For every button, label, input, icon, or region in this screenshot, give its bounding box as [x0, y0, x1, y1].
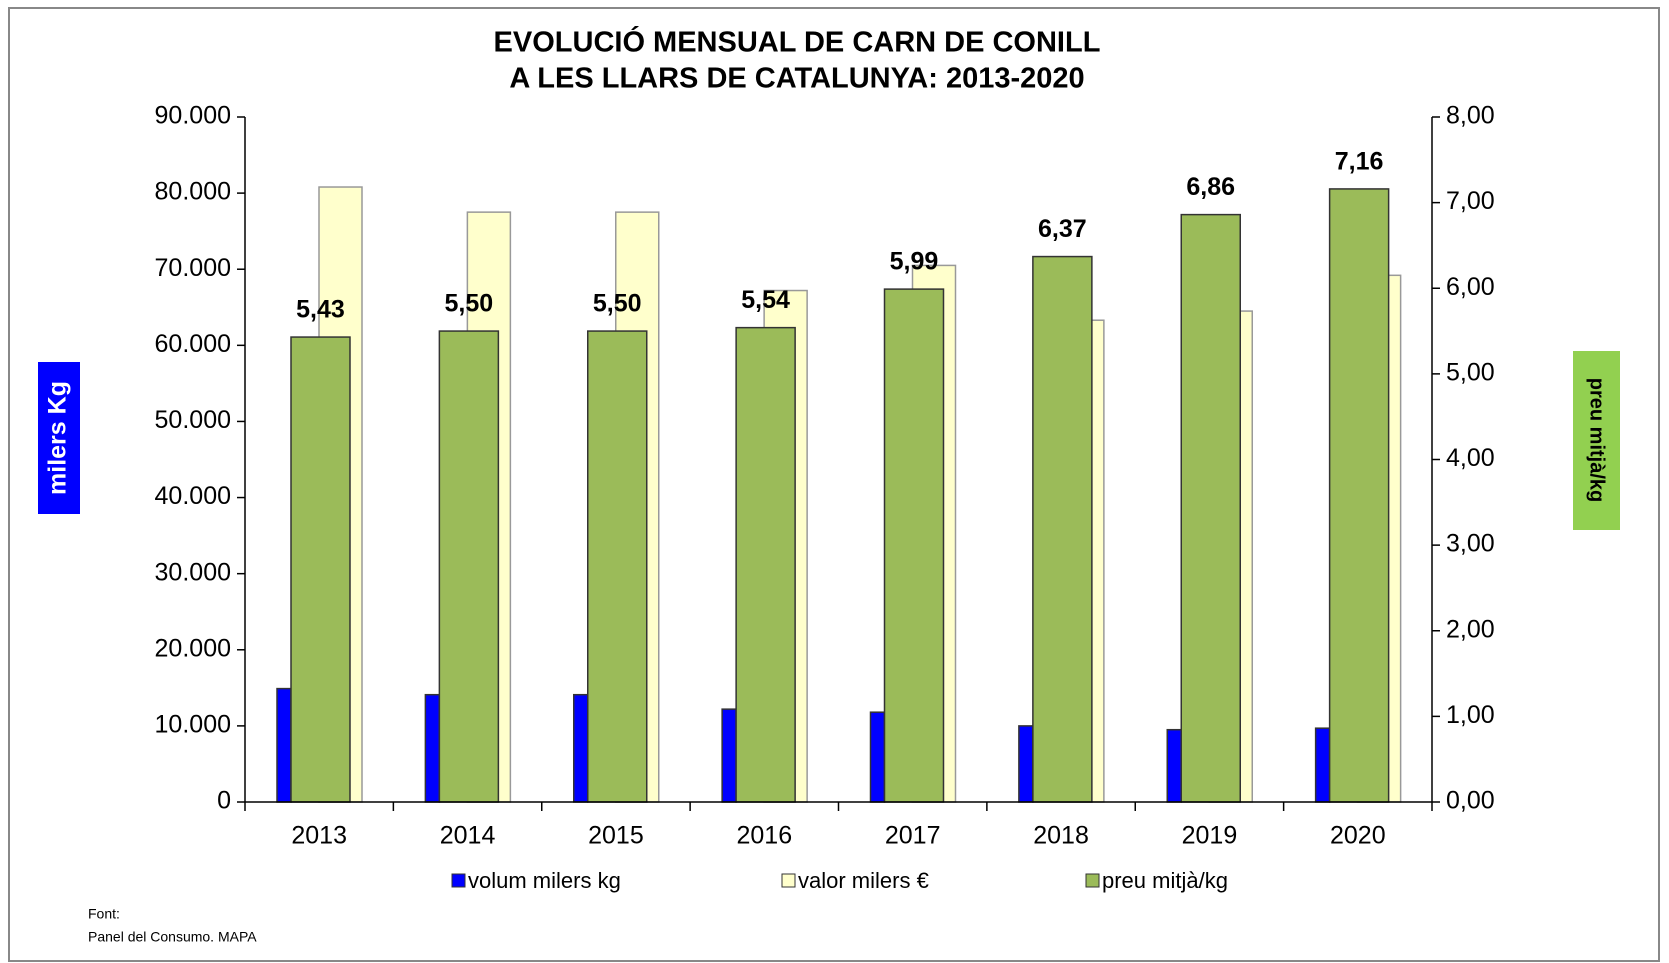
y-tick-label: 20.000 — [155, 634, 231, 662]
source-text: Panel del Consumo. MAPA — [88, 929, 257, 945]
data-label: 5,99 — [890, 248, 939, 276]
legend-swatch — [781, 873, 796, 888]
y2-tick-label: 6,00 — [1446, 273, 1495, 301]
y2-tick-label: 5,00 — [1446, 358, 1495, 386]
y-tick-label: 30.000 — [155, 558, 231, 586]
bar — [587, 330, 648, 803]
y2-tick-label: 8,00 — [1446, 102, 1495, 130]
y-tick-label: 80.000 — [155, 178, 231, 206]
x-tick-label: 2018 — [1033, 822, 1089, 850]
legend-swatch — [451, 873, 466, 888]
y-tick-label: 10.000 — [155, 710, 231, 738]
chart-frame — [8, 7, 1660, 962]
x-tick-label: 2020 — [1330, 822, 1386, 850]
legend-swatch — [1085, 873, 1100, 888]
bar — [1018, 725, 1034, 803]
y2-label-box — [1573, 351, 1620, 530]
data-label: 5,50 — [445, 290, 494, 318]
data-label: 5,54 — [741, 286, 790, 314]
y2-tick-label: 7,00 — [1446, 187, 1495, 215]
x-tick-label: 2019 — [1182, 822, 1238, 850]
data-label: 6,37 — [1038, 215, 1087, 243]
chart-title: EVOLUCIÓ MENSUAL DE CARN DE CONILL — [494, 25, 1101, 59]
legend-label: volum milers kg — [468, 868, 621, 893]
y-tick-label: 0 — [217, 787, 231, 815]
y2-axis-label: preu mitjà/kg — [1586, 378, 1608, 502]
x-tick-label: 2015 — [588, 822, 644, 850]
x-tick-label: 2014 — [440, 822, 496, 850]
y2-tick-label: 2,00 — [1446, 615, 1495, 643]
y-tick-label: 40.000 — [155, 482, 231, 510]
x-tick-label: 2017 — [885, 822, 941, 850]
bar — [1166, 728, 1182, 803]
bar — [721, 708, 737, 803]
bar — [735, 326, 796, 803]
y-tick-label: 50.000 — [155, 406, 231, 434]
bar — [1180, 213, 1241, 803]
bar — [883, 288, 945, 803]
bar — [276, 687, 292, 803]
legend-label: preu mitjà/kg — [1102, 868, 1228, 893]
y-tick-label: 60.000 — [155, 330, 231, 358]
chart-title: A LES LLARS DE CATALUNYA: 2013-2020 — [509, 63, 1084, 95]
bar — [438, 330, 500, 803]
y2-tick-label: 0,00 — [1446, 787, 1495, 815]
data-label: 6,86 — [1186, 173, 1235, 201]
x-tick-label: 2016 — [737, 822, 793, 850]
bar — [424, 693, 441, 803]
x-tick-label: 2013 — [291, 822, 347, 850]
bar — [1032, 255, 1093, 803]
bar — [1328, 188, 1390, 803]
y2-tick-label: 4,00 — [1446, 444, 1495, 472]
bar — [1314, 727, 1331, 803]
data-label: 5,50 — [593, 290, 642, 318]
bar — [290, 336, 351, 803]
data-label: 7,16 — [1335, 148, 1384, 176]
y2-tick-label: 1,00 — [1446, 701, 1495, 729]
bar — [869, 711, 886, 803]
bar — [573, 693, 589, 803]
legend-label: valor milers € — [798, 868, 929, 893]
y-tick-label: 70.000 — [155, 254, 231, 282]
y-axis-label: milers Kg — [44, 381, 72, 495]
data-label: 5,43 — [296, 296, 345, 324]
y2-tick-label: 3,00 — [1446, 530, 1495, 558]
y-tick-label: 90.000 — [155, 102, 231, 130]
source-label: Font: — [88, 906, 120, 922]
y-label-box — [38, 362, 80, 514]
